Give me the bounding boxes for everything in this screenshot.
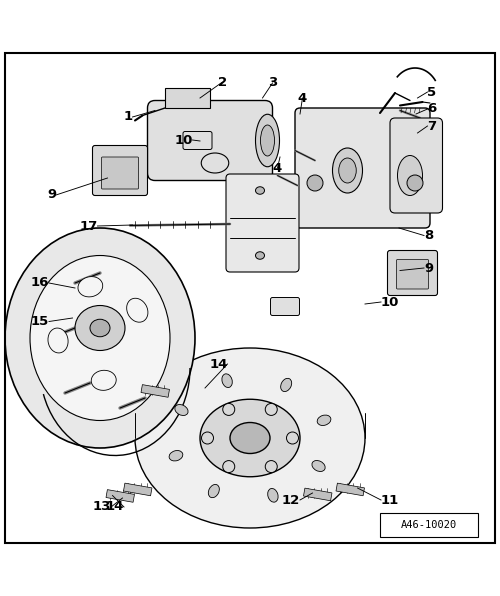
Text: 3: 3 [268, 76, 277, 89]
Ellipse shape [332, 148, 362, 193]
Circle shape [202, 432, 213, 444]
Text: 6: 6 [428, 103, 437, 116]
Ellipse shape [200, 399, 300, 477]
Bar [124, 483, 152, 496]
Ellipse shape [91, 370, 116, 390]
Circle shape [265, 461, 277, 473]
Ellipse shape [75, 306, 125, 350]
Ellipse shape [90, 319, 110, 337]
FancyBboxPatch shape [270, 297, 300, 315]
Text: 8: 8 [424, 229, 433, 242]
Text: 4: 4 [273, 162, 282, 175]
Ellipse shape [169, 451, 183, 461]
Bar [106, 490, 134, 502]
Text: 17: 17 [79, 219, 98, 232]
Bar [141, 384, 170, 398]
Text: 9: 9 [47, 188, 56, 201]
Text: 14: 14 [106, 501, 124, 514]
Bar [165, 88, 210, 108]
Ellipse shape [317, 415, 331, 426]
FancyBboxPatch shape [295, 108, 430, 228]
Text: 5: 5 [428, 85, 436, 98]
Ellipse shape [30, 256, 170, 421]
Circle shape [222, 461, 235, 473]
Ellipse shape [280, 378, 291, 392]
FancyBboxPatch shape [148, 101, 272, 181]
Ellipse shape [256, 187, 264, 194]
FancyBboxPatch shape [396, 259, 428, 289]
Ellipse shape [208, 485, 220, 498]
Ellipse shape [312, 461, 325, 471]
Text: 7: 7 [428, 120, 436, 132]
Ellipse shape [256, 114, 280, 167]
Text: A46-10020: A46-10020 [400, 520, 456, 530]
Text: 4: 4 [298, 92, 307, 104]
Text: 10: 10 [174, 134, 193, 147]
Text: 12: 12 [282, 493, 300, 507]
Text: 1: 1 [124, 110, 132, 123]
Ellipse shape [256, 252, 264, 259]
Ellipse shape [135, 348, 365, 528]
Text: 2: 2 [218, 76, 227, 88]
FancyBboxPatch shape [92, 145, 148, 195]
Ellipse shape [5, 228, 195, 448]
Circle shape [265, 403, 277, 415]
Bar [336, 483, 364, 496]
Ellipse shape [78, 277, 102, 297]
Text: 14: 14 [209, 358, 228, 371]
Ellipse shape [398, 156, 422, 195]
Circle shape [286, 432, 298, 444]
Ellipse shape [260, 125, 274, 156]
FancyBboxPatch shape [183, 132, 212, 150]
Bar [380, 513, 478, 537]
Text: 13: 13 [92, 501, 111, 514]
FancyBboxPatch shape [226, 174, 299, 272]
Bar [304, 488, 332, 501]
Ellipse shape [48, 328, 68, 353]
Ellipse shape [230, 423, 270, 454]
Text: 16: 16 [30, 277, 49, 290]
FancyBboxPatch shape [390, 118, 442, 213]
Circle shape [407, 175, 423, 191]
Ellipse shape [175, 405, 188, 415]
Ellipse shape [339, 158, 356, 183]
FancyBboxPatch shape [102, 157, 138, 189]
Ellipse shape [268, 489, 278, 502]
Text: 15: 15 [31, 315, 49, 328]
FancyBboxPatch shape [388, 250, 438, 296]
Text: 11: 11 [381, 493, 399, 507]
Text: 9: 9 [424, 262, 433, 275]
Circle shape [223, 403, 235, 415]
Ellipse shape [222, 374, 232, 387]
Text: 10: 10 [381, 296, 400, 309]
Circle shape [307, 175, 323, 191]
Ellipse shape [126, 298, 148, 322]
